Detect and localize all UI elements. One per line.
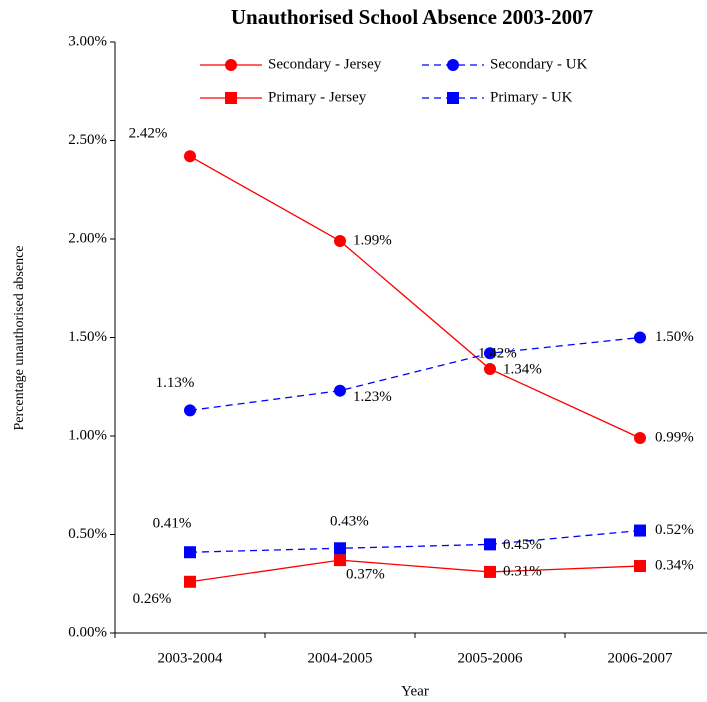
data-label: 1.23% bbox=[353, 389, 392, 405]
data-point bbox=[334, 542, 346, 555]
data-point bbox=[484, 538, 496, 551]
data-point bbox=[634, 524, 646, 537]
data-label: 0.26% bbox=[133, 591, 172, 607]
data-point bbox=[484, 347, 496, 360]
legend-marker bbox=[447, 59, 459, 71]
data-label: 1.99% bbox=[353, 232, 392, 248]
data-label: 0.52% bbox=[655, 522, 694, 538]
x-tick-label: 2004-2005 bbox=[308, 650, 373, 666]
x-tick-label: 2006-2007 bbox=[608, 650, 673, 666]
legend-label: Secondary - UK bbox=[490, 56, 588, 72]
data-label: 0.41% bbox=[153, 516, 192, 532]
data-label: 1.42% bbox=[478, 346, 517, 362]
legend-marker bbox=[225, 59, 237, 71]
legend-label: Secondary - Jersey bbox=[268, 56, 382, 72]
data-point bbox=[334, 384, 346, 397]
data-label: 1.34% bbox=[503, 361, 542, 377]
data-point bbox=[334, 234, 346, 247]
data-label: 0.34% bbox=[655, 557, 694, 573]
data-point bbox=[634, 560, 646, 573]
data-label: 0.43% bbox=[330, 514, 369, 530]
legend-label: Primary - Jersey bbox=[268, 89, 367, 105]
data-label: 2.42% bbox=[129, 126, 168, 142]
data-point bbox=[634, 331, 646, 344]
y-tick-label: 1.50% bbox=[68, 329, 107, 345]
series-line bbox=[189, 155, 641, 439]
legend-marker bbox=[447, 92, 459, 104]
series-line bbox=[189, 529, 641, 553]
data-point bbox=[184, 546, 196, 559]
legend-marker bbox=[225, 92, 237, 104]
y-tick-label: 1.00% bbox=[68, 427, 107, 443]
x-axis-label: Year bbox=[401, 683, 429, 699]
data-point bbox=[484, 363, 496, 376]
data-label: 0.37% bbox=[346, 567, 385, 583]
y-axis-label: Percentage unauthorised absence bbox=[12, 245, 27, 430]
y-tick-label: 2.50% bbox=[68, 132, 107, 148]
data-point bbox=[184, 575, 196, 588]
data-point bbox=[484, 565, 496, 578]
data-point bbox=[334, 554, 346, 567]
data-point bbox=[184, 404, 196, 417]
series-line bbox=[189, 559, 641, 583]
data-point bbox=[184, 150, 196, 163]
data-label: 0.31% bbox=[503, 563, 542, 579]
x-tick-label: 2003-2004 bbox=[158, 650, 223, 666]
y-tick-label: 2.00% bbox=[68, 230, 107, 246]
y-tick-label: 3.00% bbox=[68, 33, 107, 49]
series-line bbox=[189, 336, 641, 412]
data-point bbox=[634, 431, 646, 444]
y-tick-label: 0.50% bbox=[68, 526, 107, 542]
y-tick-label: 0.00% bbox=[68, 624, 107, 640]
data-label: 0.45% bbox=[503, 537, 542, 553]
data-label: 1.50% bbox=[655, 329, 694, 345]
legend-label: Primary - UK bbox=[490, 89, 573, 105]
data-label: 0.99% bbox=[655, 429, 694, 445]
data-label: 1.13% bbox=[156, 375, 195, 391]
chart-title: Unauthorised School Absence 2003-2007 bbox=[231, 5, 593, 29]
x-tick-label: 2005-2006 bbox=[458, 650, 523, 666]
